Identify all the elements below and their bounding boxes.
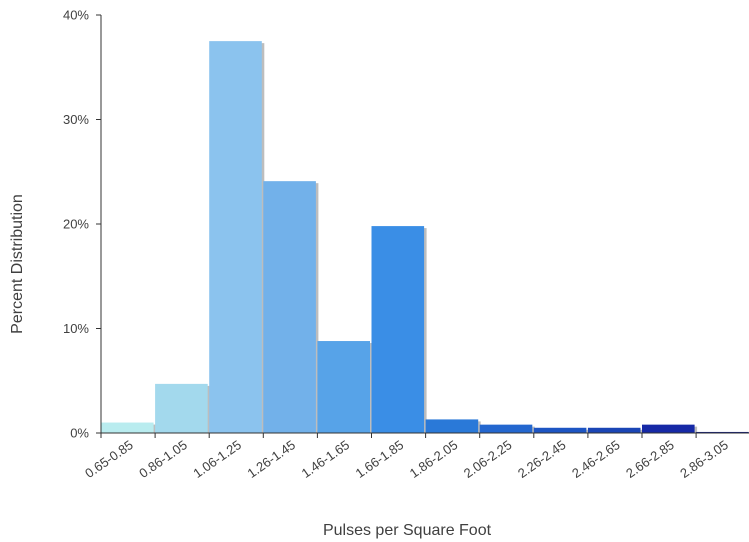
bar-0.86-1.05 xyxy=(155,383,208,433)
bars-group xyxy=(101,41,749,433)
bar-1.06-1.25 xyxy=(209,41,262,433)
bar-2.06-2.25 xyxy=(479,424,533,433)
y-tick-label: 0% xyxy=(70,426,89,441)
bar-1.46-1.65 xyxy=(317,341,370,433)
x-tick-label: 2.46-2.65 xyxy=(569,437,623,481)
bar-2.66-2.85 xyxy=(642,424,695,433)
y-axis-title: Percent Distribution xyxy=(9,194,26,334)
bar-1.66-1.85 xyxy=(371,226,425,433)
bar-2.46-2.65 xyxy=(587,427,641,433)
bar-2.26-2.45 xyxy=(533,427,587,433)
x-tick-label: 1.66-1.85 xyxy=(353,437,407,481)
x-tick-label: 2.66-2.85 xyxy=(623,437,677,481)
x-tick-label: 1.46-1.65 xyxy=(299,437,353,481)
y-ticks-group: 0% 10% 20% 30% 40% xyxy=(63,8,101,441)
bar-1.86-2.05 xyxy=(425,419,479,433)
bar-0.65-0.85 xyxy=(101,422,154,433)
x-ticks-group: 0.65-0.85 0.86-1.05 1.06-1.25 1.26-1.45 1.46… xyxy=(82,433,731,481)
x-tick-label: 1.86-2.05 xyxy=(407,437,461,481)
y-tick-label: 30% xyxy=(63,112,89,127)
y-tick-label: 20% xyxy=(63,217,89,232)
bar-1.26-1.45 xyxy=(263,181,316,433)
x-tick-label: 2.86-3.05 xyxy=(677,437,731,481)
x-tick-label: 0.86-1.05 xyxy=(136,437,190,481)
x-tick-label: 1.26-1.45 xyxy=(244,437,298,481)
y-tick-label: 40% xyxy=(63,8,89,23)
x-tick-label: 1.06-1.25 xyxy=(190,437,244,481)
x-tick-label: 2.26-2.45 xyxy=(515,437,569,481)
x-tick-label: 2.06-2.25 xyxy=(461,437,515,481)
bar-2.86-3.05 xyxy=(696,431,749,433)
x-axis-title: Pulses per Square Foot xyxy=(323,522,492,539)
y-tick-label: 10% xyxy=(63,321,89,336)
x-tick-label: 0.65-0.85 xyxy=(82,437,136,481)
